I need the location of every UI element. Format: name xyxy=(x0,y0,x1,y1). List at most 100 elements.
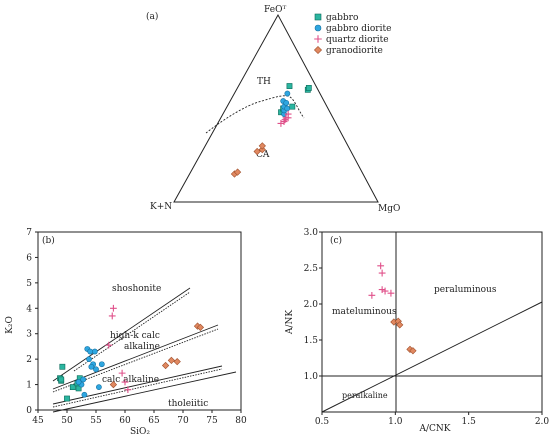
data-point xyxy=(368,291,376,299)
data-point xyxy=(282,114,290,122)
legend-entry-label: gabbro diorite xyxy=(326,24,391,34)
legend-marker xyxy=(314,24,322,32)
y-tick-label: 3 xyxy=(26,330,32,340)
apex-right-label: MgO xyxy=(378,204,400,214)
data-point xyxy=(284,90,291,97)
y-tick-label: 2.5 xyxy=(304,264,319,274)
y-tick-label: 5 xyxy=(26,279,32,289)
y-tick-label: 0 xyxy=(26,406,32,416)
data-point xyxy=(81,391,88,398)
panel-b-frame xyxy=(37,231,242,411)
x-tick-label: 75 xyxy=(206,416,218,426)
panel-c-label: (c) xyxy=(330,235,342,246)
y-tick-label: 1.0 xyxy=(304,372,319,382)
panel-c: (c) A/NK A/CNK 0.5 1.0 1.5 2.0 1.0 1.5 2.0 2.5 3… xyxy=(285,228,549,434)
panel-c-frame xyxy=(321,231,543,413)
legend-entry-label: quartz diorite xyxy=(326,35,389,45)
data-point xyxy=(167,356,176,365)
data-point xyxy=(289,103,296,110)
panel-b-points xyxy=(57,304,205,402)
data-point xyxy=(161,361,170,370)
panel-c-xlabel: A/CNK xyxy=(418,424,450,434)
data-point xyxy=(396,321,404,329)
data-point xyxy=(258,146,266,154)
legend-entry-label: granodiorite xyxy=(326,46,383,56)
calc-alkaline-boundary-dashed xyxy=(52,368,223,408)
data-point xyxy=(377,262,385,270)
y-tick-label: 1 xyxy=(26,381,32,391)
y-tick-label: 2.0 xyxy=(304,300,319,310)
x-tick-label: 45 xyxy=(32,416,44,426)
legend-entry-label: gabbro xyxy=(326,13,358,23)
panel-b-label: (b) xyxy=(42,235,55,246)
data-point xyxy=(110,304,117,312)
data-point xyxy=(305,85,312,91)
legend-marker xyxy=(313,45,323,55)
field-label-peraluminous: peraluminous xyxy=(434,285,497,295)
data-point xyxy=(58,376,65,383)
data-point xyxy=(173,358,181,366)
y-tick-label: 6 xyxy=(26,253,32,263)
calc-alkaline-boundary-solid xyxy=(52,365,223,405)
shoshonite-boundary-solid xyxy=(52,287,191,382)
field-label-calc-alkaline: calc alkaline xyxy=(102,375,159,385)
y-tick-label: 2 xyxy=(26,355,32,365)
data-point xyxy=(378,269,386,277)
data-point xyxy=(258,142,266,150)
data-point xyxy=(253,147,261,156)
data-point xyxy=(75,379,82,385)
x-tick-label: 80 xyxy=(235,416,247,426)
y-tick-label: 1.5 xyxy=(304,336,319,346)
data-point xyxy=(93,366,99,373)
data-point xyxy=(80,376,87,383)
panel-a-label: (a) xyxy=(146,11,158,22)
legend-marker xyxy=(314,13,322,21)
data-point xyxy=(88,363,95,370)
x-tick-label: 1.5 xyxy=(462,417,477,427)
data-point xyxy=(118,369,126,377)
ternary-triangle xyxy=(173,13,379,203)
field-label-peralkaline: peralkaline xyxy=(342,391,388,400)
peralkaline-boundary xyxy=(321,301,543,413)
data-point xyxy=(283,99,290,106)
data-point xyxy=(387,289,395,297)
x-tick-label: 50 xyxy=(61,416,73,426)
data-point xyxy=(108,312,116,320)
y-tick-label: 7 xyxy=(26,228,32,238)
panel-b-xlabel: SiO₂ xyxy=(130,427,150,437)
data-point xyxy=(64,395,70,402)
high-k-boundary-dashed xyxy=(52,328,219,393)
data-point xyxy=(286,83,293,89)
panel-c-points xyxy=(368,262,417,355)
y-tick-label: 3.0 xyxy=(304,228,319,238)
data-point xyxy=(378,286,386,293)
data-point xyxy=(233,168,242,176)
apex-left-label: K+N xyxy=(150,202,172,212)
data-point xyxy=(124,386,132,394)
x-tick-label: 1.0 xyxy=(388,417,403,427)
field-label-ca: CA xyxy=(256,150,270,160)
panel-c-ylabel: A/NK xyxy=(285,310,295,335)
data-point xyxy=(105,341,113,349)
x-tick-label: 2.0 xyxy=(535,417,550,427)
tholeiitic-boundary xyxy=(52,371,237,413)
panel-a-points xyxy=(230,83,312,178)
data-point xyxy=(96,384,102,391)
field-label-tholeiitic: tholeiitic xyxy=(168,399,208,409)
data-point xyxy=(284,110,292,118)
x-tick-label: 60 xyxy=(119,416,131,426)
data-point xyxy=(381,287,389,295)
x-tick-label: 0.5 xyxy=(315,417,330,427)
data-point xyxy=(121,378,129,386)
th-ca-boundary xyxy=(205,95,305,134)
data-point xyxy=(59,363,66,370)
data-point xyxy=(86,356,92,363)
data-point xyxy=(91,348,98,355)
apex-top-label: FeOᵀ xyxy=(264,5,286,15)
field-label-mateluminous: mateluminous xyxy=(332,307,397,317)
